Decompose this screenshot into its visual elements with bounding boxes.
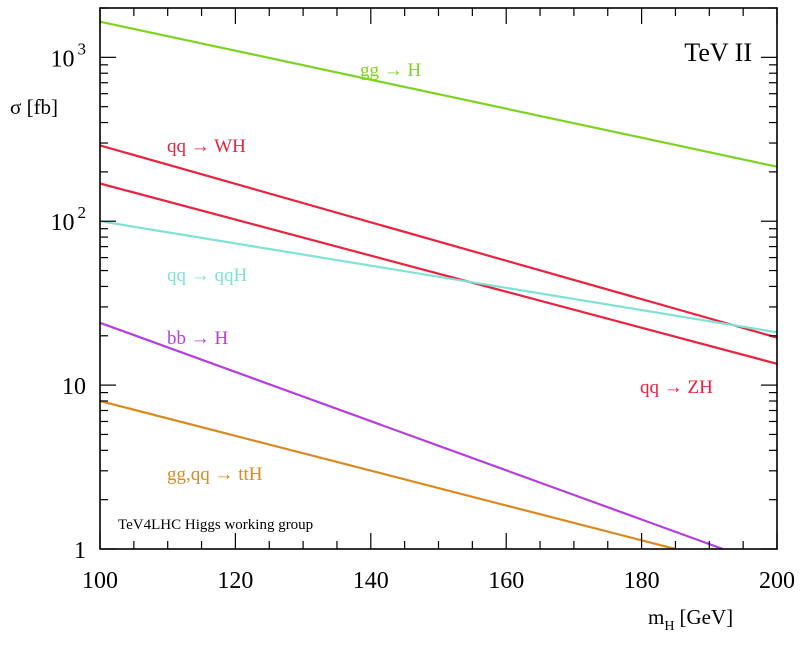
y-tick-label: 10 3 [51, 39, 87, 72]
series-line-3 [99, 220, 778, 334]
series-line-4 [99, 321, 724, 551]
x-axis-label-unit: [GeV] [679, 605, 733, 629]
y-tick-label: 10 [62, 374, 86, 400]
series-line-2 [99, 182, 778, 365]
x-tick-label: 100 [82, 568, 118, 594]
series-label-qq-zh: qq → ZH [640, 377, 713, 398]
series-label-qq-qqh: qq → qqH [167, 265, 248, 286]
series-line-5 [99, 399, 676, 551]
x-tick-label: 120 [217, 568, 253, 594]
x-tick-label: 140 [353, 568, 389, 594]
series-line-0 [99, 20, 778, 168]
y-tick-label: 10 2 [51, 203, 87, 236]
axis-ticks [99, 7, 778, 550]
series-label-gg-h: gg → H [360, 60, 422, 81]
x-tick-label: 180 [624, 568, 660, 594]
series-label-gg-qq-tth: gg,qq → ttH [167, 464, 263, 485]
series-label-qq-wh: qq → WH [167, 136, 246, 157]
x-tick-label: 160 [488, 568, 524, 594]
x-axis-label: mH [GeV] [648, 605, 733, 634]
x-axis-label-sub: H [664, 619, 674, 634]
working-group-annotation: TeV4LHC Higgs working group [118, 517, 313, 533]
y-axis-label: σ [fb] [10, 95, 58, 119]
series-label-bb-h: bb → H [167, 328, 229, 349]
chart-title: TeV II [684, 38, 752, 67]
x-tick-label: 200 [759, 568, 795, 594]
series-line-1 [99, 144, 778, 339]
series-lines [99, 20, 778, 551]
y-tick-label: 1 [74, 538, 86, 564]
x-axis-label-main: m [648, 605, 664, 629]
